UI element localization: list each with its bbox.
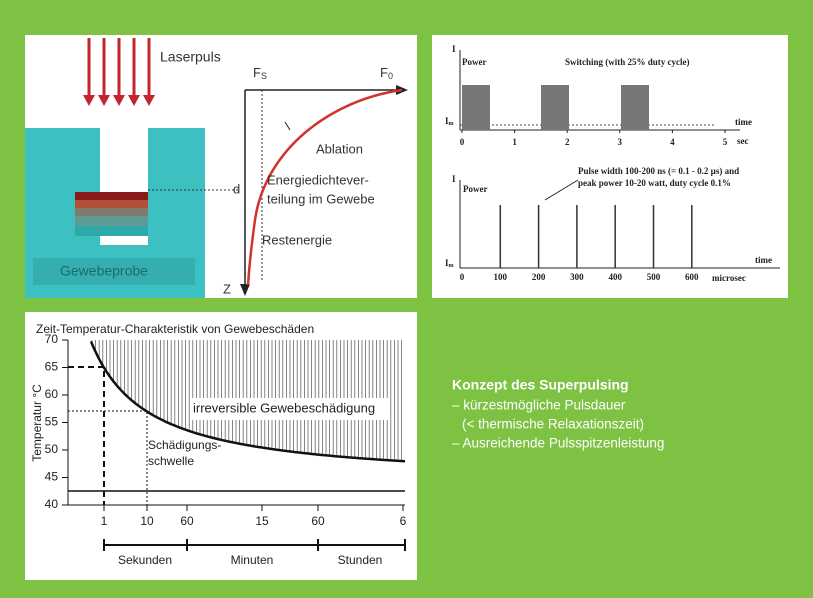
dotted-marker (68, 410, 148, 505)
time-label: time (735, 117, 752, 127)
layer (75, 226, 148, 236)
dashed-marker (68, 366, 105, 505)
threshold-label: schwelle (148, 454, 194, 468)
laser-label: Laserpuls (160, 49, 221, 65)
concept-item: – Ausreichende Pulsspitzenleistung (452, 436, 664, 451)
pulse (462, 85, 490, 130)
tick-label: 5 (723, 137, 728, 147)
energy-curve (246, 88, 403, 286)
note: peak power 10-20 watt, duty cycle 0.1% (578, 178, 731, 188)
tick-label: 0 (460, 272, 465, 282)
y-tick-label: 70 (45, 332, 59, 346)
im-label: Im (445, 258, 454, 269)
z-label: Z (223, 281, 231, 296)
note: Pulse width 100-200 ns (= 0.1 - 0.2 µs) … (578, 166, 739, 176)
x-tick-label: 60 (180, 514, 194, 528)
power-diagrams: I Power Switching (with 25% duty cycle) … (445, 44, 780, 283)
axis-ticks: 40 45 50 55 60 65 70 1 10 60 15 60 6 (45, 332, 407, 528)
y-tick-label: 45 (45, 470, 59, 484)
concept-item: – kürzestmögliche Pulsdauer (452, 398, 626, 413)
tick-label: 0 (460, 137, 465, 147)
y-tick-label: 65 (45, 360, 59, 374)
im-label: Im (445, 116, 454, 127)
group-label: Stunden (338, 553, 383, 567)
timeline-ticks (103, 539, 406, 551)
x-tick-label: 6 (400, 514, 407, 528)
time-label: time (755, 255, 772, 265)
energy-label: Energiedichtever- (267, 172, 369, 187)
unit-label: sec (737, 136, 749, 146)
sample-box (33, 258, 195, 285)
ablation-label: Ablation (316, 141, 363, 156)
rest-label: Restenergie (262, 232, 332, 247)
x-tick-label: 10 (140, 514, 154, 528)
fs-main: F (253, 65, 261, 80)
power-label: Power (463, 184, 488, 194)
layer (75, 216, 148, 226)
y-tick-label: 40 (45, 497, 59, 511)
layer (75, 192, 148, 200)
axis-label: I (452, 174, 456, 184)
sample-label: Gewebeprobe (60, 263, 148, 279)
tick-label: 3 (618, 137, 623, 147)
pulse (541, 85, 569, 130)
tick-label: 2 (565, 137, 570, 147)
panel (25, 312, 417, 580)
layer (75, 200, 148, 208)
power-label: Power (462, 57, 487, 67)
x-tick-label: 1 (101, 514, 108, 528)
switching-title: Switching (with 25% duty cycle) (565, 57, 690, 67)
im-sub: m (449, 121, 454, 127)
laser-arrows (83, 38, 155, 106)
im-main: I (445, 258, 449, 268)
im-sub: m (449, 263, 454, 269)
tick-label: 300 (570, 272, 584, 282)
tick-label: 500 (647, 272, 661, 282)
tick-label: 100 (494, 272, 508, 282)
concept-title: Konzept des Superpulsing (452, 377, 629, 393)
y-axis-label: Temperatur °C (30, 384, 44, 462)
y-tick-label: 60 (45, 387, 59, 401)
f0-label: F0 (380, 65, 393, 81)
group-label: Minuten (231, 553, 274, 567)
region-label: irreversible Gewebeschädigung (193, 400, 375, 415)
chart-title: Zeit-Temperatur-Charakteristik von Geweb… (36, 322, 314, 336)
y-tick-label: 50 (45, 442, 59, 456)
energy-label: teilung im Gewebe (267, 191, 375, 206)
unit-label: microsec (712, 273, 746, 283)
tick-label: 1 (512, 137, 517, 147)
tick-label: 400 (608, 272, 622, 282)
tick-label: 200 (532, 272, 546, 282)
label-bg (190, 398, 390, 420)
y-tick-label: 55 (45, 415, 59, 429)
f0-sub: 0 (388, 71, 393, 81)
panel (432, 35, 788, 298)
threshold-label: Schädigungs- (148, 438, 221, 452)
fs-label: FS (253, 65, 267, 81)
x-tick-label: 60 (311, 514, 325, 528)
axis-label: I (452, 44, 456, 54)
pointer (544, 179, 579, 201)
im-main: I (445, 116, 449, 126)
fs-sub: S (261, 71, 267, 81)
concept-item: (< thermische Relaxationszeit) (462, 417, 644, 432)
pulse (621, 85, 649, 130)
tick-label: 4 (670, 137, 675, 147)
layer (75, 208, 148, 216)
threshold-curve (89, 340, 406, 463)
x-tick-label: 15 (255, 514, 269, 528)
f0-main: F (380, 65, 388, 80)
depth-label: d (233, 181, 240, 196)
tick-label: 600 (685, 272, 699, 282)
pointer (284, 121, 291, 131)
group-label: Sekunden (118, 553, 172, 567)
